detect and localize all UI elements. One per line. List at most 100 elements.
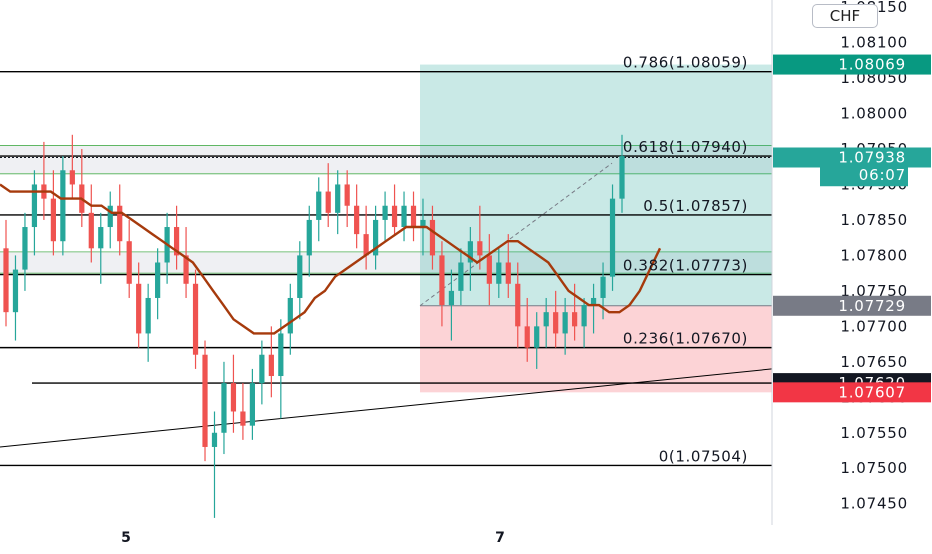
price-axis[interactable]: 1.081001.080501.080001.079501.079001.078… bbox=[771, 0, 908, 525]
fib-label-5: 0(1.07504) bbox=[659, 447, 748, 465]
price-tag-bg bbox=[773, 147, 931, 168]
candle-body bbox=[600, 276, 606, 298]
fib-label-0: 0.786(1.08059) bbox=[623, 54, 748, 72]
candle-body bbox=[372, 219, 379, 256]
candle-body bbox=[429, 219, 436, 256]
candle-body bbox=[107, 205, 113, 228]
candle-body bbox=[268, 354, 274, 377]
trend-line bbox=[0, 368, 773, 448]
candle-body bbox=[230, 383, 237, 412]
fib-labels-layer: 0.786(1.08059) 0.618(1.07940) 0.5(1.07857)… bbox=[623, 54, 748, 466]
price-tag-0: 1.08069 bbox=[773, 54, 931, 75]
candle-body bbox=[458, 262, 464, 291]
y-tick-label-2: 1.08000 bbox=[840, 105, 908, 123]
price-tag-label: 1.08069 bbox=[838, 56, 906, 74]
y-tick-label-5: 1.07850 bbox=[840, 211, 908, 229]
price-tag-1: 1.07938 bbox=[773, 147, 931, 168]
moving-average-line bbox=[0, 183, 662, 335]
candle-body bbox=[335, 184, 341, 213]
candle-body bbox=[581, 305, 587, 327]
fib-label-4: 0.236(1.07670) bbox=[623, 330, 748, 348]
x-tick-label-0: 5 bbox=[121, 530, 131, 546]
candle-body bbox=[420, 219, 426, 228]
candle-body bbox=[448, 290, 455, 306]
candle-body bbox=[259, 354, 265, 384]
candle-body bbox=[221, 383, 227, 433]
moving-average-layer bbox=[0, 183, 662, 335]
currency-badge[interactable]: CHF bbox=[812, 4, 878, 28]
candle-body bbox=[562, 312, 568, 334]
candle-body bbox=[136, 283, 142, 334]
candle-body bbox=[354, 205, 360, 235]
price-tag-bg bbox=[773, 382, 931, 403]
price-tag-2: 06:07 bbox=[820, 166, 908, 187]
candle-body bbox=[391, 205, 398, 228]
candle-body bbox=[505, 262, 511, 284]
candle-body bbox=[98, 227, 104, 249]
y-tick-label-6: 1.07800 bbox=[840, 246, 908, 264]
candle-body bbox=[249, 383, 256, 426]
candle-body bbox=[211, 432, 218, 447]
candle-body bbox=[496, 262, 502, 284]
candle-body bbox=[278, 333, 284, 377]
candle-body bbox=[534, 326, 540, 348]
candle-body bbox=[60, 170, 66, 242]
candle-body bbox=[363, 234, 369, 256]
candle-body bbox=[524, 326, 530, 348]
candle-body bbox=[240, 411, 246, 426]
candle-body bbox=[410, 205, 417, 228]
candle-body bbox=[22, 227, 28, 270]
candle-body bbox=[12, 269, 19, 313]
stop-zone bbox=[420, 305, 772, 393]
target-zone bbox=[420, 64, 772, 306]
candle-body bbox=[117, 205, 123, 242]
price-tag-label: 1.07938 bbox=[838, 149, 906, 167]
y-tick-label-12: 1.07500 bbox=[840, 459, 908, 477]
candle-body bbox=[467, 241, 473, 263]
price-tag-3: 1.07729 bbox=[773, 295, 931, 316]
candle-body bbox=[382, 205, 388, 220]
y-tick-label-7: 1.07750 bbox=[840, 282, 908, 300]
candle-body bbox=[572, 312, 578, 327]
fib-label-1: 0.618(1.07940) bbox=[623, 138, 748, 156]
candle-body bbox=[145, 297, 151, 334]
x-tick-label-1: 7 bbox=[495, 530, 505, 546]
price-tag-label: 1.07729 bbox=[838, 297, 906, 315]
y-tick-label-0: 1.08100 bbox=[840, 34, 908, 52]
demand-zone-1 bbox=[0, 251, 772, 274]
candle-body bbox=[515, 283, 521, 327]
candle-body bbox=[553, 312, 559, 334]
candle-body bbox=[325, 191, 331, 213]
candle-body bbox=[155, 262, 161, 298]
y-tick-label-13: 1.07450 bbox=[840, 495, 908, 513]
candle-body bbox=[3, 248, 9, 313]
position-path-line bbox=[419, 162, 613, 307]
price-tag-label: 1.07607 bbox=[838, 383, 906, 401]
zones-layer bbox=[0, 64, 772, 393]
candle-body bbox=[486, 255, 492, 284]
countdown-tag-bg bbox=[820, 166, 908, 187]
price-tag-bg bbox=[773, 295, 931, 316]
candle-body bbox=[31, 184, 38, 228]
candle-body bbox=[543, 312, 549, 327]
y-tick-label-11: 1.07550 bbox=[840, 424, 908, 442]
demand-zone-0 bbox=[0, 145, 772, 174]
horizontal-lines-layer bbox=[0, 70, 773, 467]
candle-body bbox=[316, 191, 322, 220]
candle-body bbox=[297, 255, 303, 298]
candles-layer bbox=[3, 134, 625, 518]
price-tag-label: 06:07 bbox=[859, 166, 906, 184]
price-tag-5: 1.07607 bbox=[773, 382, 931, 403]
candle-body bbox=[287, 297, 293, 334]
candle-body bbox=[609, 198, 616, 277]
price-tag-bg bbox=[773, 54, 931, 75]
candle-body bbox=[192, 283, 199, 355]
candle-body bbox=[50, 198, 56, 242]
candle-body bbox=[88, 212, 94, 249]
candle-body bbox=[126, 241, 132, 284]
candle-body bbox=[477, 241, 483, 256]
